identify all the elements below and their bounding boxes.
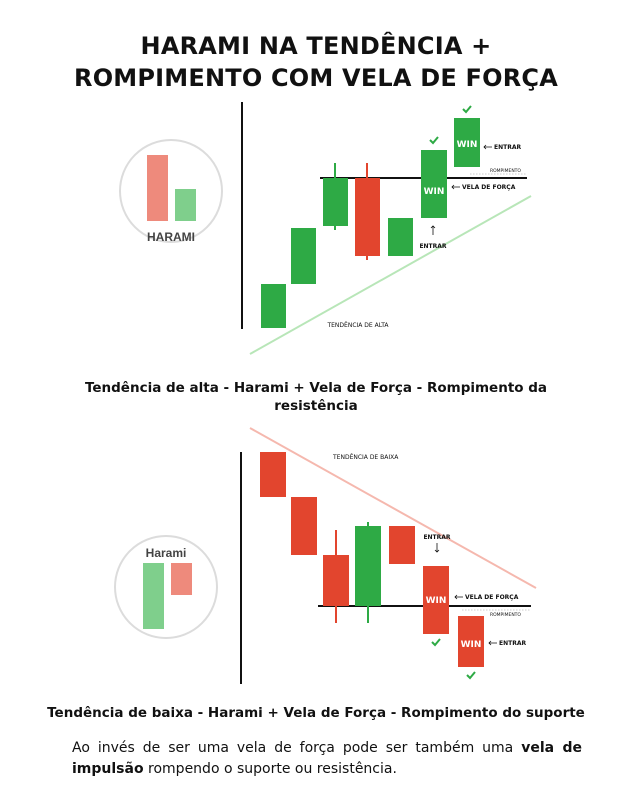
- diagram-downtrend: Harami WIN WIN TENDÊNCIA DE BAIXA ENTRAR…: [114, 427, 537, 684]
- candle: [323, 555, 349, 606]
- badge-bear-candle: [171, 563, 192, 595]
- candle: [355, 526, 381, 606]
- title-line-1: HARAMI NA TENDÊNCIA +: [140, 32, 492, 60]
- label-rompimento: ROMPIMENTO: [490, 612, 521, 618]
- harami-badge-up: HARAMI: [119, 139, 223, 244]
- candle: [323, 178, 348, 226]
- win-label: WIN: [424, 187, 445, 197]
- force-candle: [421, 150, 447, 218]
- check-icon: [466, 671, 476, 680]
- arrow-left-icon: [488, 640, 497, 646]
- candle: [261, 284, 286, 328]
- label-tendencia-alta: TENDÊNCIA DE ALTA: [326, 321, 389, 329]
- badge-circle: [114, 535, 218, 639]
- candle: [389, 526, 415, 564]
- arrow-down-icon: [434, 543, 440, 553]
- candle: [291, 497, 317, 555]
- diagram-uptrend: HARAMI WIN WIN ENTRAR ROMPIMENTO VELA DE…: [119, 102, 532, 355]
- check-icon: [429, 136, 439, 145]
- arrow-left-icon: [454, 594, 463, 600]
- note-paragraph: Ao invés de ser uma vela de força pode s…: [72, 738, 582, 780]
- candle: [388, 218, 413, 256]
- page-title: HARAMI NA TENDÊNCIA + ROMPIMENTO COM VEL…: [0, 30, 632, 94]
- label-entrar: ENTRAR: [494, 144, 521, 151]
- title-line-2: ROMPIMENTO COM VELA DE FORÇA: [74, 64, 558, 92]
- win-label: WIN: [457, 140, 478, 150]
- note-bold: vela de impulsão: [72, 740, 582, 777]
- label-entrar: ENTRAR: [419, 243, 446, 250]
- badge-label: HARAMI: [147, 230, 195, 244]
- breakout-candle: [454, 118, 480, 167]
- caption-line-1: Tendência de alta - Harami + Vela de For…: [84, 380, 548, 396]
- label-entrar: ENTRAR: [499, 640, 526, 647]
- badge-label: Harami: [146, 546, 187, 560]
- check-icon: [431, 638, 441, 647]
- note-text: rompendo o suporte ou resistência.: [143, 761, 397, 777]
- breakout-candle: [458, 616, 484, 667]
- label-vela-forca: VELA DE FORÇA: [465, 594, 519, 601]
- arrow-left-icon: [451, 184, 460, 190]
- caption-downtrend: Tendência de baixa - Harami + Vela de Fo…: [47, 705, 585, 721]
- label-entrar: ENTRAR: [423, 534, 450, 541]
- caption-uptrend: Tendência de alta - Harami + Vela de For…: [60, 379, 572, 415]
- label-rompimento: ROMPIMENTO: [490, 168, 521, 174]
- trend-line-down: [249, 427, 537, 589]
- win-label: WIN: [461, 640, 482, 650]
- badge-bull-candle: [143, 563, 164, 629]
- force-candle: [423, 566, 449, 634]
- badge-bull-candle: [175, 189, 196, 221]
- badge-circle: [119, 139, 223, 243]
- candle: [260, 452, 286, 497]
- harami-badge-down: Harami: [114, 535, 218, 639]
- badge-bear-candle: [147, 155, 168, 221]
- label-tendencia-baixa: TENDÊNCIA DE BAIXA: [332, 453, 399, 461]
- candle: [355, 178, 380, 256]
- arrow-up-icon: [430, 225, 436, 235]
- win-label: WIN: [426, 596, 447, 606]
- note-text: Ao invés de ser uma vela de força pode s…: [72, 740, 522, 756]
- label-vela-forca: VELA DE FORÇA: [462, 184, 516, 191]
- arrow-left-icon: [483, 144, 492, 150]
- check-icon: [462, 105, 472, 114]
- candle: [291, 228, 316, 284]
- caption-line-2: resistência: [274, 398, 358, 414]
- trend-line-up: [249, 195, 532, 355]
